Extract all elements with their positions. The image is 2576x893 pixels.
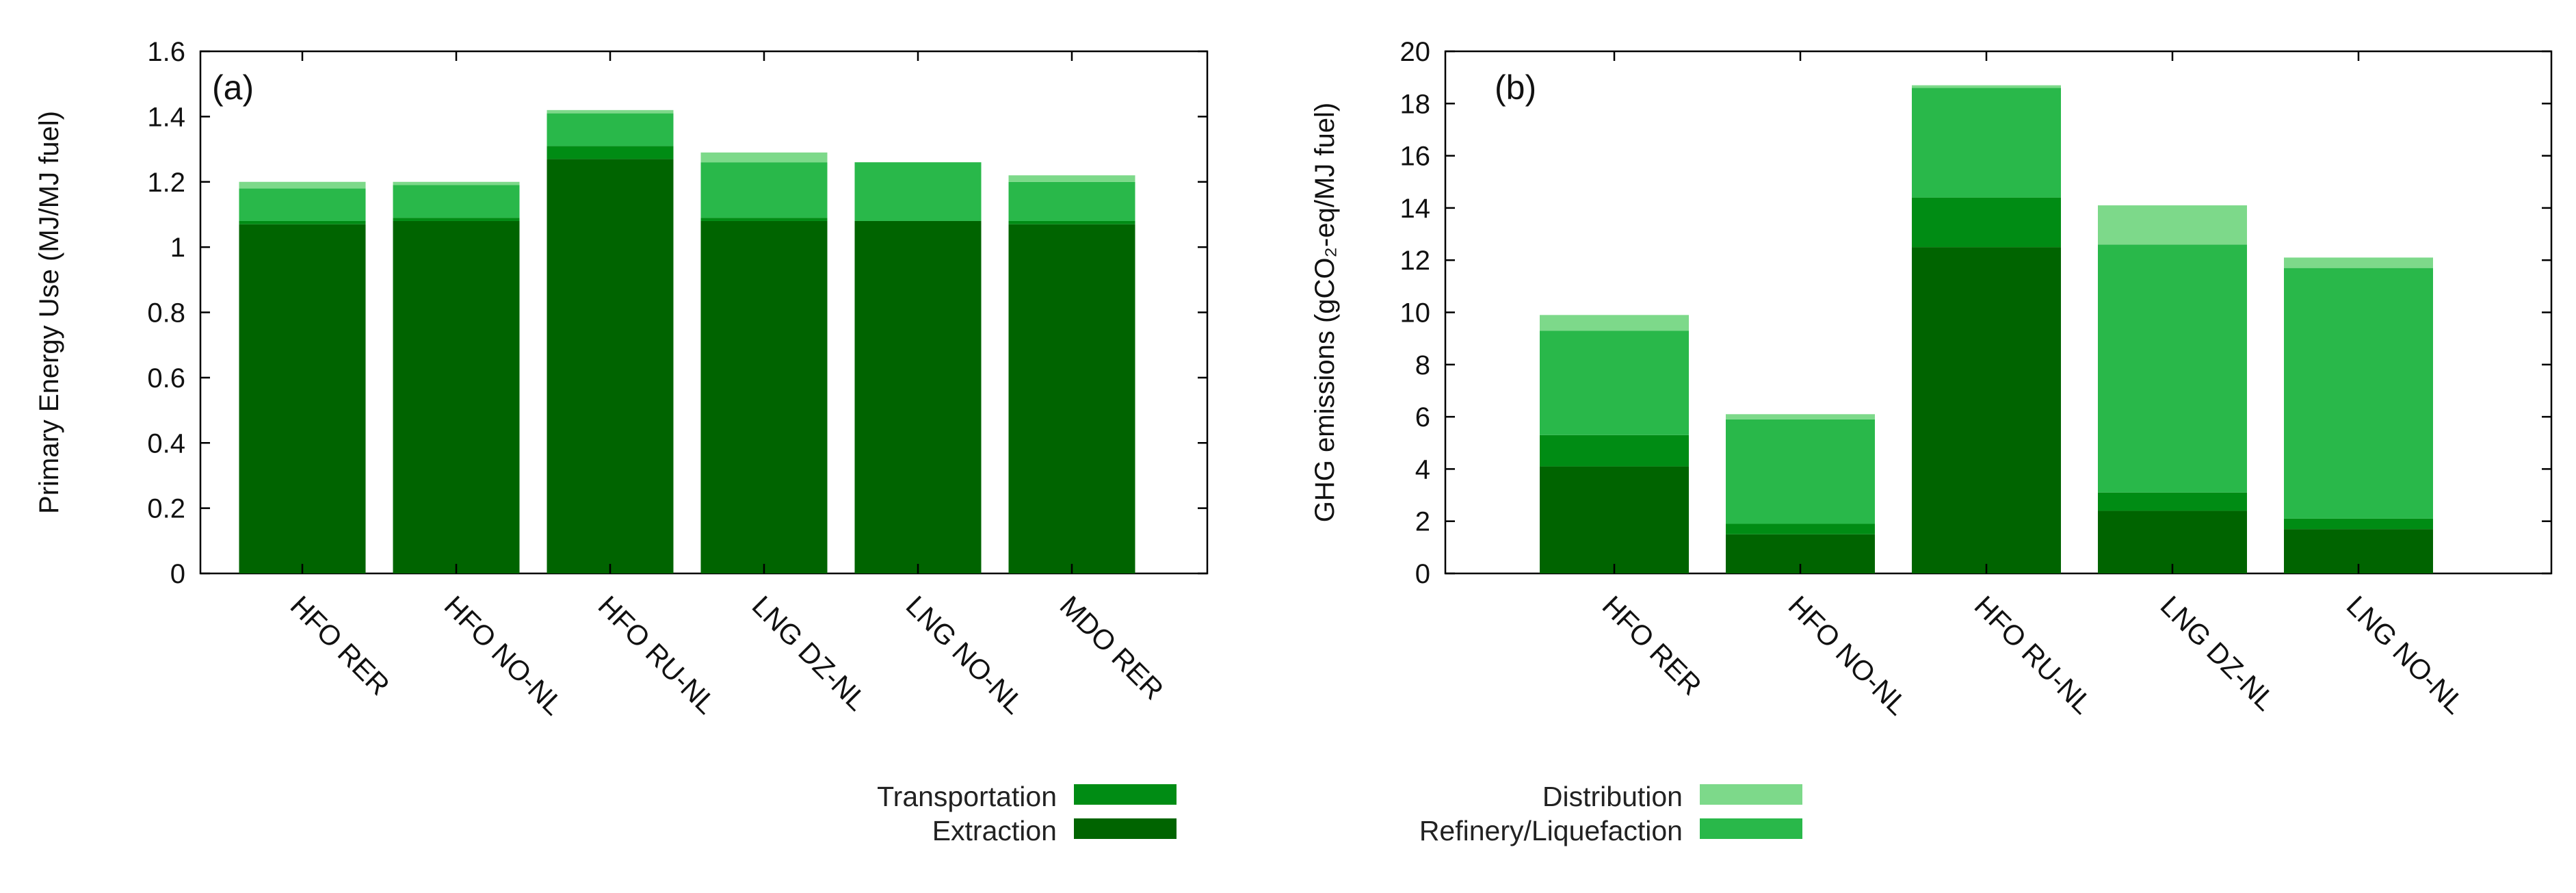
panel-b-chart: 0 2 4 6 8 10 12 14 16 18 20 GHG emissions (gCO₂-eq/… (1310, 37, 2553, 721)
bar-segment-transportation (1540, 435, 1689, 467)
bar-segment-transportation (393, 218, 520, 221)
y-tick-label-b: 6 (1415, 402, 1430, 432)
legend: Transportation Extraction Distribution R… (877, 781, 1802, 846)
bar-segment-refinery (1912, 88, 2061, 198)
y-axis-label-b: GHG emissions (gCO₂-eq/MJ fuel) (1310, 103, 1340, 522)
y-tick-label-b: 0 (1415, 559, 1430, 589)
bar-segment-transportation (239, 220, 366, 224)
bar-segment-refinery (547, 113, 674, 146)
bar-segment-refinery (239, 188, 366, 221)
panel-label-b: (b) (1495, 68, 1536, 107)
y-tick-label-a: 0.6 (147, 363, 185, 393)
y-tick-label-b: 10 (1400, 298, 1431, 328)
bar-segment-refinery (1008, 181, 1135, 221)
bar-segment-distribution (547, 109, 674, 114)
bar-segment-transportation (1726, 523, 1875, 534)
bar-segment-distribution (393, 181, 520, 185)
legend-swatch-distribution (1700, 784, 1802, 805)
bar-segment-refinery (2098, 244, 2247, 493)
legend-label-transportation: Transportation (877, 781, 1057, 812)
bar-segment-distribution (1540, 315, 1689, 331)
bar-segment-distribution (1912, 85, 2061, 88)
bar-segment-extraction (239, 224, 366, 573)
x-tick-label-b: HFO RER (1596, 590, 1708, 701)
x-tick-label-a: HFO RU-NL (592, 590, 722, 720)
bar-segment-refinery (854, 162, 982, 221)
bar-segment-transportation (2098, 492, 2247, 511)
bar-segment-extraction (1540, 466, 1689, 573)
x-tick-label-b: LNG DZ-NL (2155, 590, 2282, 717)
bar-segment-transportation (700, 218, 828, 221)
y-tick-label-b: 20 (1400, 37, 1431, 67)
bar-segment-refinery (393, 185, 520, 218)
legend-swatch-transportation (1074, 784, 1177, 805)
y-tick-label-b: 12 (1400, 246, 1431, 276)
y-axis-label-a: Primary Energy Use (MJ/MJ fuel) (34, 111, 64, 514)
y-tick-label-a: 0.8 (147, 298, 185, 328)
y-tick-label-b: 8 (1415, 350, 1430, 380)
bar-segment-extraction (2098, 510, 2247, 573)
y-tick-label-a: 0.2 (147, 494, 185, 524)
bar-segment-distribution (2284, 257, 2433, 268)
x-tick-label-b: LNG NO-NL (2341, 590, 2471, 720)
x-tick-label-a: LNG NO-NL (900, 590, 1030, 720)
legend-label-extraction: Extraction (932, 815, 1057, 846)
bar-segment-distribution (2098, 205, 2247, 245)
legend-swatch-extraction (1074, 818, 1177, 839)
panel-label-a: (a) (212, 68, 254, 107)
legend-swatch-refinery (1700, 818, 1802, 839)
y-tick-label-b: 4 (1415, 454, 1430, 484)
bar-segment-distribution (700, 152, 828, 163)
bar-segment-extraction (1912, 247, 2061, 573)
bar-segment-transportation (2284, 518, 2433, 530)
y-tick-label-b: 2 (1415, 507, 1430, 537)
y-tick-label-b: 14 (1400, 194, 1431, 224)
x-tick-label-b: HFO NO-NL (1783, 590, 1914, 721)
bar-segment-distribution (239, 181, 366, 189)
y-tick-label-a: 1.4 (147, 102, 185, 132)
bar-segment-extraction (854, 220, 982, 574)
y-tick-label-a: 1.6 (147, 37, 185, 67)
bar-segment-refinery (1540, 331, 1689, 435)
bar-segment-transportation (547, 146, 674, 159)
legend-label-distribution: Distribution (1542, 781, 1683, 812)
bar-segment-distribution (1726, 414, 1875, 419)
y-tick-label-a: 1.2 (147, 168, 185, 198)
y-tick-label-b: 18 (1400, 89, 1431, 119)
y-tick-label-a: 0.4 (147, 428, 185, 458)
y-tick-label-a: 0 (170, 559, 185, 589)
panel-a-chart: 0 0.2 0.4 0.6 0.8 1 1.2 1.4 1.6 Primary Energy Us… (34, 37, 1209, 721)
bar-segment-transportation (1008, 220, 1135, 224)
bar-segment-refinery (2284, 268, 2433, 519)
legend-label-refinery: Refinery/Liquefaction (1419, 815, 1683, 846)
y-tick-label-b: 16 (1400, 142, 1431, 172)
bar-segment-transportation (1912, 197, 2061, 248)
x-tick-label-a: HFO NO-NL (438, 590, 570, 721)
x-tick-label-a: MDO RER (1054, 590, 1170, 706)
x-tick-label-b: HFO RU-NL (1969, 590, 2099, 720)
bar-segment-refinery (1726, 419, 1875, 524)
x-tick-label-a: LNG DZ-NL (746, 590, 873, 717)
bar-segment-extraction (700, 220, 828, 574)
bar-segment-refinery (700, 162, 828, 218)
bar-segment-extraction (1008, 224, 1135, 573)
bar-segment-extraction (393, 220, 520, 574)
x-tick-label-a: HFO RER (285, 590, 396, 701)
y-tick-label-a: 1 (170, 233, 185, 263)
bar-segment-distribution (1008, 175, 1135, 182)
bar-segment-extraction (547, 159, 674, 573)
